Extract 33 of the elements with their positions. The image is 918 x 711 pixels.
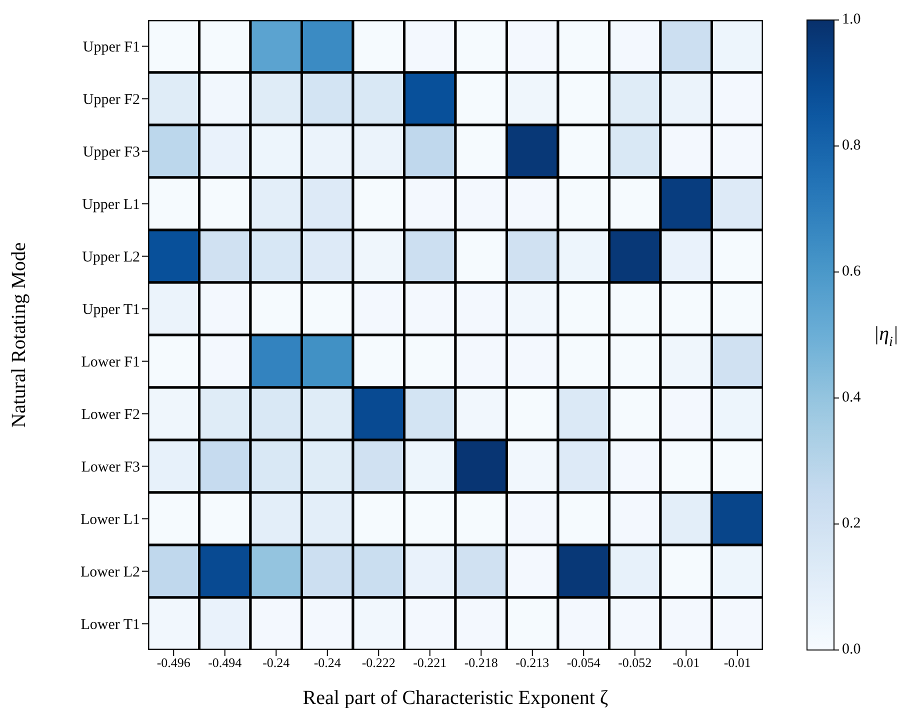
y-tick-label: Lower L1 (80, 512, 140, 528)
x-tick-label: -0.24 (262, 655, 290, 670)
x-tick-label: -0.213 (516, 655, 550, 670)
y-tick-label: Upper T1 (82, 302, 140, 318)
y-axis-title: Natural Rotating Mode (8, 242, 30, 428)
x-tick-label: -0.24 (314, 655, 342, 670)
y-tick-label: Upper F1 (82, 40, 140, 56)
y-tick-label: Lower F3 (81, 460, 140, 476)
y-tick-label: Lower F2 (81, 407, 140, 424)
color-bar-label: 0.0 (842, 641, 861, 658)
x-tick-label: -0.494 (208, 655, 242, 670)
x-tick-label: -0.054 (566, 655, 601, 670)
color-bar-label: 0.4 (842, 389, 862, 406)
y-tick-label: Lower T1 (80, 617, 140, 634)
y-tick-label: Upper F3 (82, 144, 140, 161)
x-tick-label: -0.052 (618, 655, 652, 670)
color-bar-label: 0.8 (842, 137, 861, 154)
color-bar-label: 0.6 (842, 263, 862, 280)
x-tick-label: -0.222 (362, 655, 396, 670)
color-bar-label: 1.0 (842, 11, 861, 28)
color-bar-title: |η$_{i}$| (874, 322, 898, 350)
y-tick-label: Lower L2 (80, 564, 140, 581)
x-axis-title: Real part of Characteristic Exponent ζ (302, 687, 608, 709)
x-tick-label: -0.218 (464, 655, 498, 670)
y-tick-label: Lower F1 (81, 354, 140, 371)
y-tick-label: Upper L1 (82, 197, 140, 214)
x-tick-label: -0.496 (156, 655, 191, 670)
x-tick-label: -0.01 (672, 655, 700, 670)
x-tick-label: -0.221 (413, 655, 447, 670)
x-tick-label: -0.01 (724, 655, 751, 670)
y-tick-label: Upper F2 (82, 92, 140, 108)
color-bar-label: 0.2 (842, 515, 861, 532)
y-tick-label: Upper L2 (82, 250, 140, 266)
